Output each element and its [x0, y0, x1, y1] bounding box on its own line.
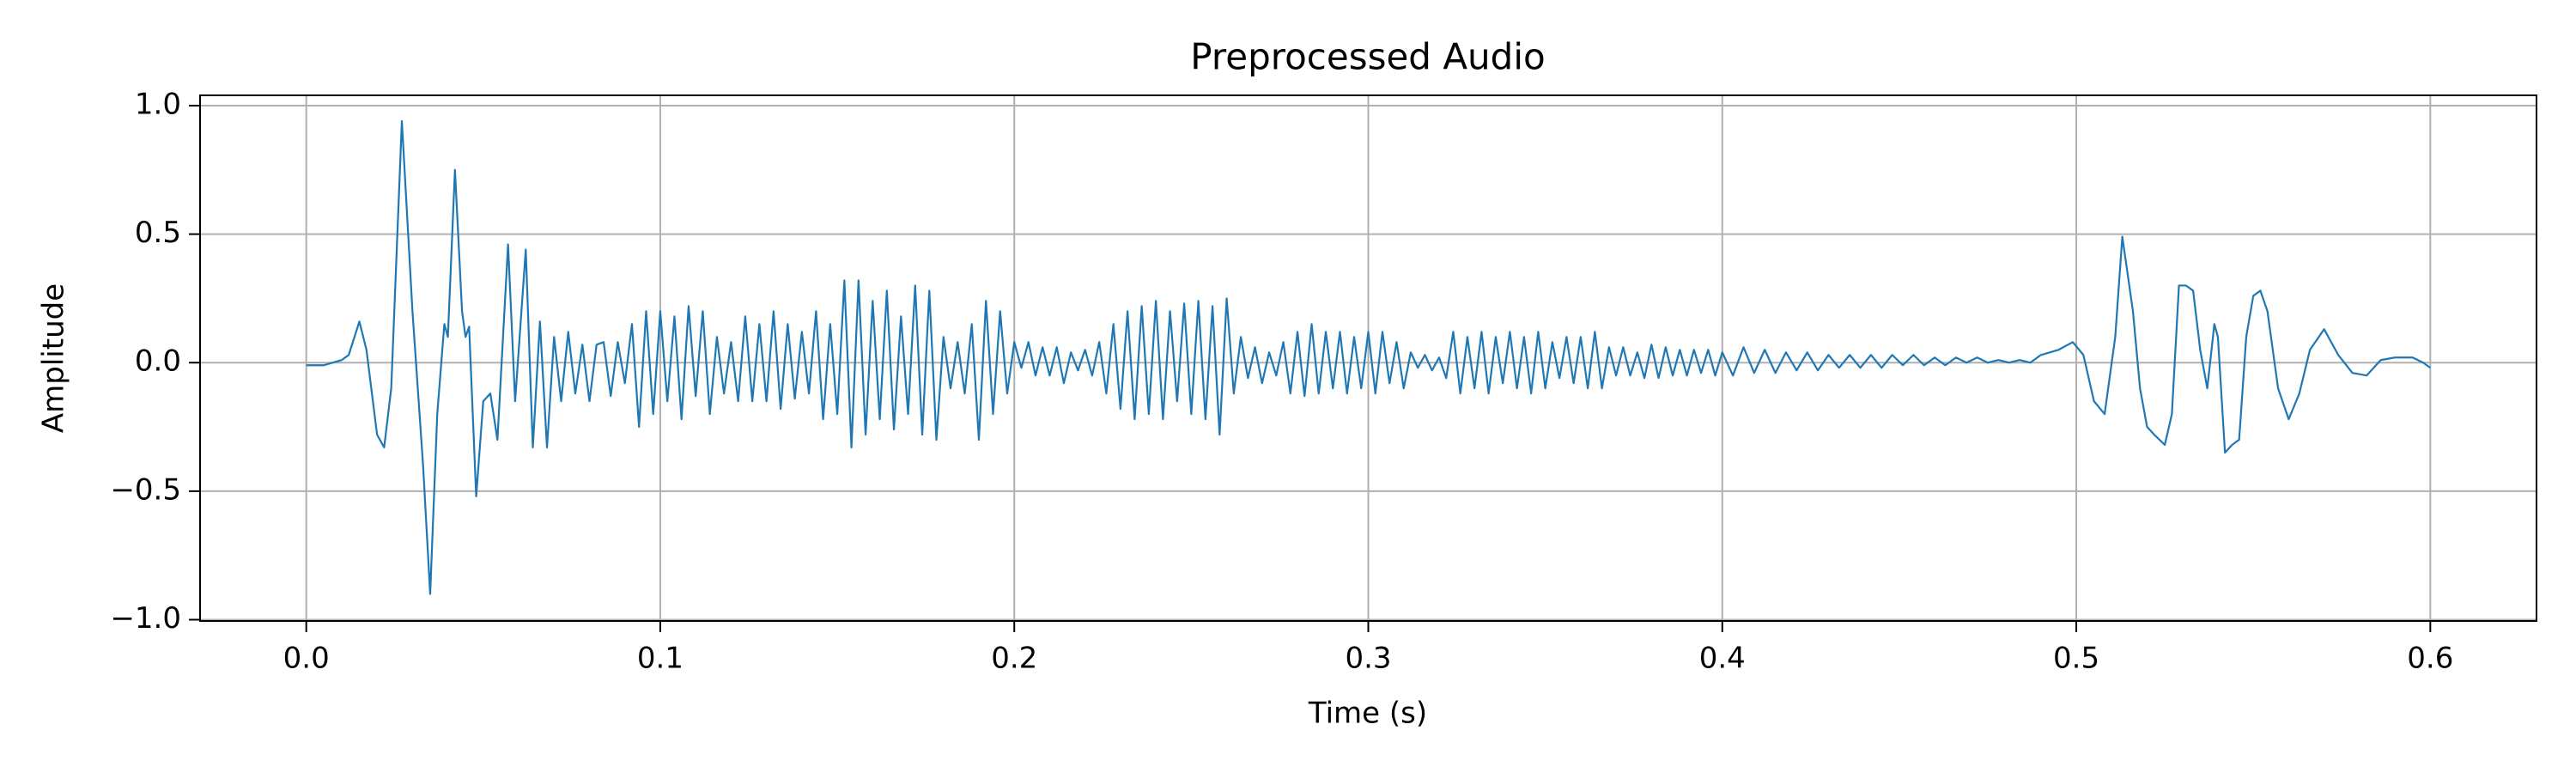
- x-tick-label: 0.5: [2053, 642, 2099, 676]
- x-tick-label: 0.1: [637, 642, 683, 676]
- x-axis-label: Time (s): [1308, 697, 1427, 731]
- chart-title: Preprocessed Audio: [1190, 36, 1545, 78]
- x-tick-label: 0.0: [283, 642, 330, 676]
- y-tick-label: 0.5: [135, 216, 181, 250]
- y-tick-label: −0.5: [110, 472, 181, 507]
- y-tick-label: 0.0: [135, 344, 181, 379]
- x-tick-label: 0.6: [2407, 642, 2453, 676]
- x-tick-label: 0.2: [991, 642, 1037, 676]
- y-axis-label: Amplitude: [37, 283, 71, 433]
- y-tick-label: −1.0: [110, 601, 181, 636]
- plot-frame: [199, 94, 2537, 622]
- x-tick-label: 0.3: [1345, 642, 1391, 676]
- x-tick-label: 0.4: [1699, 642, 1746, 676]
- y-tick-label: 1.0: [135, 87, 181, 121]
- waveform-line: [306, 119, 2431, 595]
